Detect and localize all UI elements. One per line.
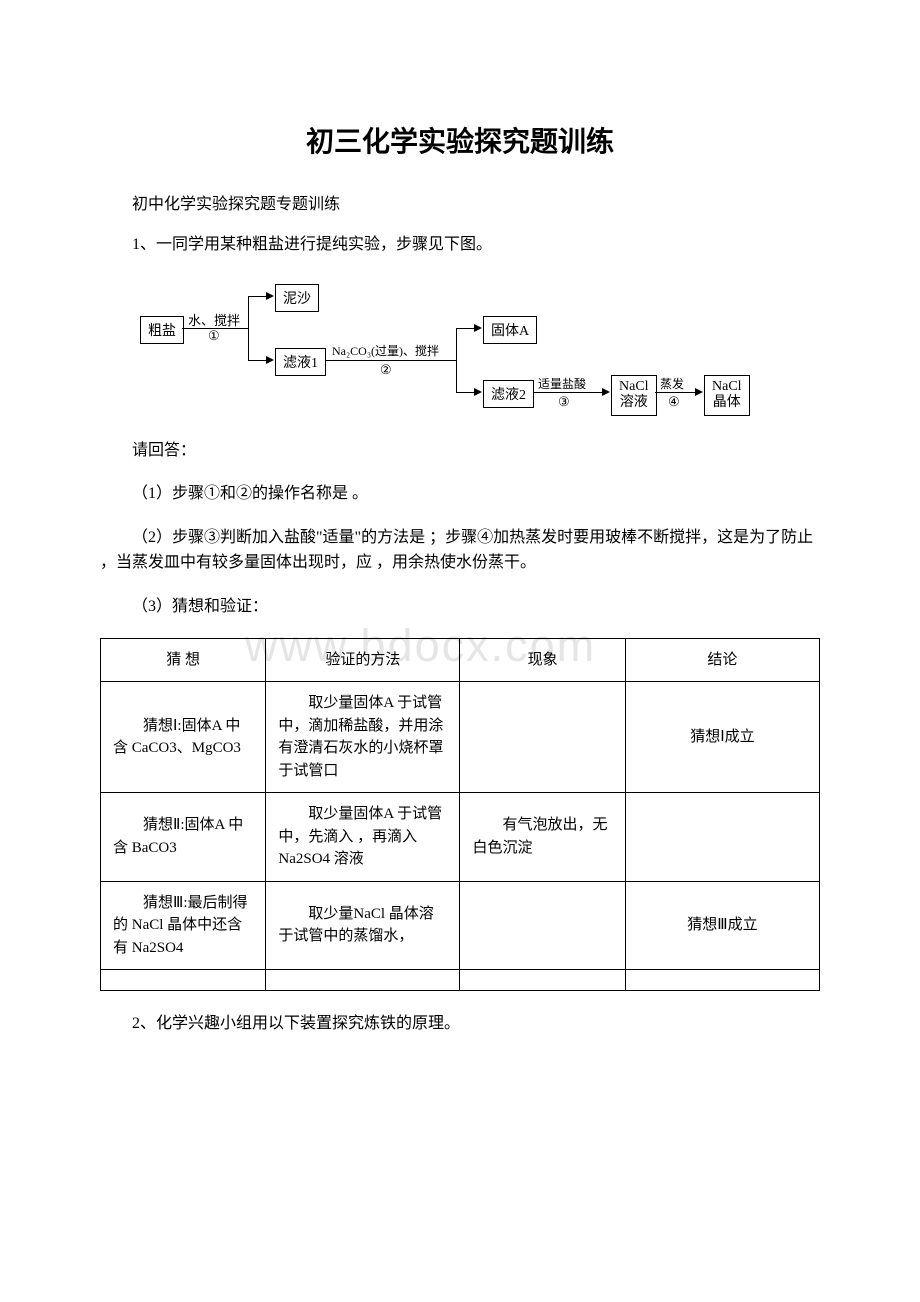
flow-label-step4-num: ④ bbox=[668, 394, 680, 410]
table-cell: 有气泡放出，无白色沉淀 bbox=[460, 793, 625, 882]
flow-box-cuyan: 粗盐 bbox=[140, 316, 184, 344]
table-cell bbox=[460, 881, 625, 970]
flow-line bbox=[534, 392, 604, 393]
table-header: 猜 想 bbox=[101, 638, 266, 682]
answer-prompt: 请回答： bbox=[100, 438, 820, 464]
flow-arrow bbox=[266, 356, 274, 364]
subtitle: 初中化学实验探究题专题训练 bbox=[100, 190, 820, 214]
flow-box-lvye2: 滤液2 bbox=[483, 380, 534, 408]
table-row: 猜想Ⅰ:固体A 中含 CaCO3、MgCO3 取少量固体A 于试管中，滴加稀盐酸… bbox=[101, 682, 820, 793]
hypothesis-table: 猜 想 验证的方法 现象 结论 猜想Ⅰ:固体A 中含 CaCO3、MgCO3 取… bbox=[100, 638, 820, 992]
flow-arrow bbox=[474, 324, 482, 332]
flow-label-step1-num: ① bbox=[208, 328, 220, 344]
question1-intro: 1、一同学用某种粗盐进行提纯实验，步骤见下图。 bbox=[100, 232, 820, 258]
flow-line bbox=[655, 392, 697, 393]
flow-box-gutiA: 固体A bbox=[483, 316, 537, 344]
flowchart-diagram: 粗盐 水、搅拌 ① 泥沙 滤液1 Na₂CO₃(过量)、搅拌 ② 固体A 滤液2… bbox=[140, 278, 820, 408]
flow-arrow bbox=[266, 292, 274, 300]
question1-1: （1）步骤①和②的操作名称是 。 bbox=[100, 481, 820, 507]
table-cell: 猜想Ⅲ成立 bbox=[625, 881, 819, 970]
table-cell: 取少量NaCl 晶体溶于试管中的蒸馏水， bbox=[266, 881, 460, 970]
table-row bbox=[101, 970, 820, 991]
table-row: 猜想Ⅱ:固体A 中含 BaCO3 取少量固体A 于试管中，先滴入 ，再滴入 Na… bbox=[101, 793, 820, 882]
table-header: 现象 bbox=[460, 638, 625, 682]
flow-line bbox=[248, 296, 249, 361]
flow-label-step1: 水、搅拌 bbox=[188, 310, 240, 329]
flow-line bbox=[456, 328, 457, 393]
table-cell bbox=[625, 970, 819, 991]
table-cell bbox=[101, 970, 266, 991]
flow-box-nisha: 泥沙 bbox=[275, 284, 319, 312]
flow-line bbox=[248, 360, 268, 361]
table-header: 验证的方法 bbox=[266, 638, 460, 682]
table-cell: 猜想Ⅲ:最后制得的 NaCl 晶体中还含有 Na2SO4 bbox=[101, 881, 266, 970]
question1-3: （3）猜想和验证： bbox=[100, 594, 820, 620]
table-cell bbox=[266, 970, 460, 991]
document-title: 初三化学实验探究题训练 bbox=[100, 120, 820, 160]
table-header: 结论 bbox=[625, 638, 819, 682]
table-row: 猜想Ⅲ:最后制得的 NaCl 晶体中还含有 Na2SO4 取少量NaCl 晶体溶… bbox=[101, 881, 820, 970]
flow-line bbox=[326, 360, 456, 361]
flow-label-step4: 蒸发 bbox=[660, 375, 684, 392]
table-cell bbox=[460, 682, 625, 793]
question2: 2、化学兴趣小组用以下装置探究炼铁的原理。 bbox=[100, 1011, 820, 1037]
flow-box-nacl-jingti: NaCl晶体 bbox=[704, 375, 750, 417]
flow-arrow bbox=[695, 388, 703, 396]
flow-arrow bbox=[474, 388, 482, 396]
table-cell: 猜想Ⅱ:固体A 中含 BaCO3 bbox=[101, 793, 266, 882]
flow-arrow bbox=[602, 388, 610, 396]
flow-line bbox=[248, 296, 268, 297]
flow-box-lvye1: 滤液1 bbox=[275, 348, 326, 376]
flow-label-step3-num: ③ bbox=[558, 394, 570, 410]
flow-line bbox=[456, 392, 476, 393]
flow-label-step2-num: ② bbox=[380, 362, 392, 378]
table-cell bbox=[460, 970, 625, 991]
table-cell bbox=[625, 793, 819, 882]
table-cell: 取少量固体A 于试管中，滴加稀盐酸，并用涂有澄清石灰水的小烧杯罩于试管口 bbox=[266, 682, 460, 793]
question1-2: （2）步骤③判断加入盐酸"适量"的方法是 ；步骤④加热蒸发时要用玻棒不断搅拌，这… bbox=[100, 525, 820, 576]
flow-label-step2: Na₂CO₃(过量)、搅拌 bbox=[332, 342, 439, 359]
table-header-row: 猜 想 验证的方法 现象 结论 bbox=[101, 638, 820, 682]
flow-line bbox=[456, 328, 476, 329]
flow-box-nacl-rongye: NaCl溶液 bbox=[611, 375, 657, 417]
flow-label-step3: 适量盐酸 bbox=[538, 375, 586, 392]
table-cell: 取少量固体A 于试管中，先滴入 ，再滴入 Na2SO4 溶液 bbox=[266, 793, 460, 882]
table-cell: 猜想Ⅰ:固体A 中含 CaCO3、MgCO3 bbox=[101, 682, 266, 793]
table-cell: 猜想Ⅰ成立 bbox=[625, 682, 819, 793]
